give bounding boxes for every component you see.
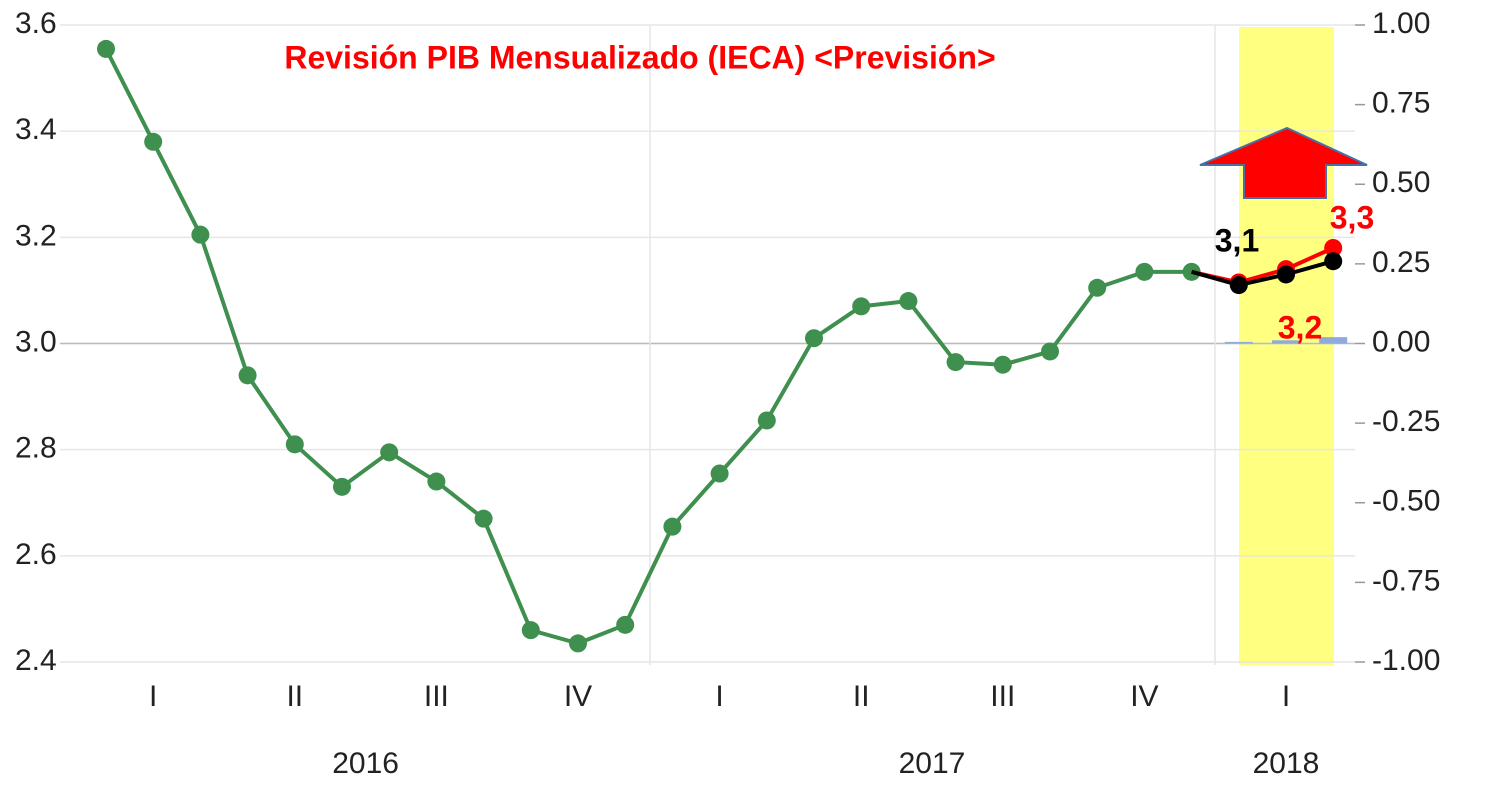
y2-tick-label: 0.00	[1372, 325, 1430, 358]
point	[757, 411, 776, 430]
point	[1324, 238, 1343, 257]
point	[97, 39, 115, 58]
y-tick-label: 3.4	[15, 113, 57, 146]
bar	[1224, 341, 1253, 344]
year-label: 2018	[1253, 747, 1320, 780]
point	[946, 353, 965, 372]
y2-tick-label: -1.00	[1372, 644, 1440, 677]
point	[616, 615, 635, 634]
point	[663, 517, 682, 536]
y-tick-label: 3.6	[15, 7, 57, 40]
x-tick-label: I	[715, 680, 723, 713]
point	[852, 297, 871, 316]
point	[474, 509, 493, 528]
annotation: 3,1	[1215, 222, 1259, 258]
series-line	[1191, 259, 1334, 288]
point	[238, 366, 257, 385]
annotation: 3,3	[1330, 199, 1374, 235]
point	[899, 292, 918, 311]
point	[569, 634, 587, 653]
point	[427, 472, 446, 491]
point	[333, 477, 351, 496]
x-tick-label: II	[853, 680, 870, 713]
y2-tick-label: -0.50	[1372, 485, 1440, 518]
up-arrow	[1199, 126, 1368, 199]
point	[710, 464, 729, 483]
x-tick-label: I	[149, 680, 157, 713]
y-tick-label: 2.6	[15, 538, 57, 571]
series-line	[104, 47, 1192, 646]
annotation: 3,2	[1278, 309, 1322, 345]
x-tick-label: IV	[564, 680, 592, 713]
y2-tick-label: 0.50	[1372, 166, 1430, 199]
point	[380, 443, 399, 462]
point	[521, 621, 540, 640]
year-label: 2016	[332, 747, 399, 780]
y-tick-label: 3.0	[15, 325, 57, 358]
point	[1135, 262, 1154, 281]
y2-tick-label: 0.75	[1372, 87, 1430, 120]
x-tick-label: II	[286, 680, 303, 713]
x-tick-label: III	[990, 680, 1015, 713]
point	[1088, 278, 1107, 297]
y2-tick-label: -0.25	[1372, 405, 1440, 438]
point	[144, 132, 163, 151]
grid	[60, 24, 1355, 663]
y2-tick-label: -0.75	[1372, 564, 1440, 597]
x-tick-label: I	[1282, 680, 1290, 713]
chart-title: Revisión PIB Mensualizado (IECA) <Previs…	[284, 39, 995, 75]
point	[191, 225, 210, 244]
year-label: 2017	[899, 747, 966, 780]
point	[993, 355, 1012, 374]
point	[1041, 342, 1059, 361]
y2-tick-label: 0.25	[1372, 246, 1430, 279]
y-tick-label: 3.2	[15, 219, 57, 252]
y2-tick-label: 1.00	[1372, 7, 1430, 40]
bar	[1272, 340, 1300, 344]
bar	[1319, 337, 1348, 344]
x-tick-label: IV	[1130, 680, 1158, 713]
point	[1324, 252, 1343, 271]
point	[1229, 276, 1248, 295]
forecast-highlight	[1239, 27, 1334, 665]
y-tick-label: 2.8	[15, 432, 57, 465]
y-tick-label: 2.4	[15, 644, 57, 677]
x-tick-label: III	[424, 680, 449, 713]
point	[285, 435, 304, 454]
point	[805, 329, 823, 348]
point	[1277, 265, 1295, 284]
